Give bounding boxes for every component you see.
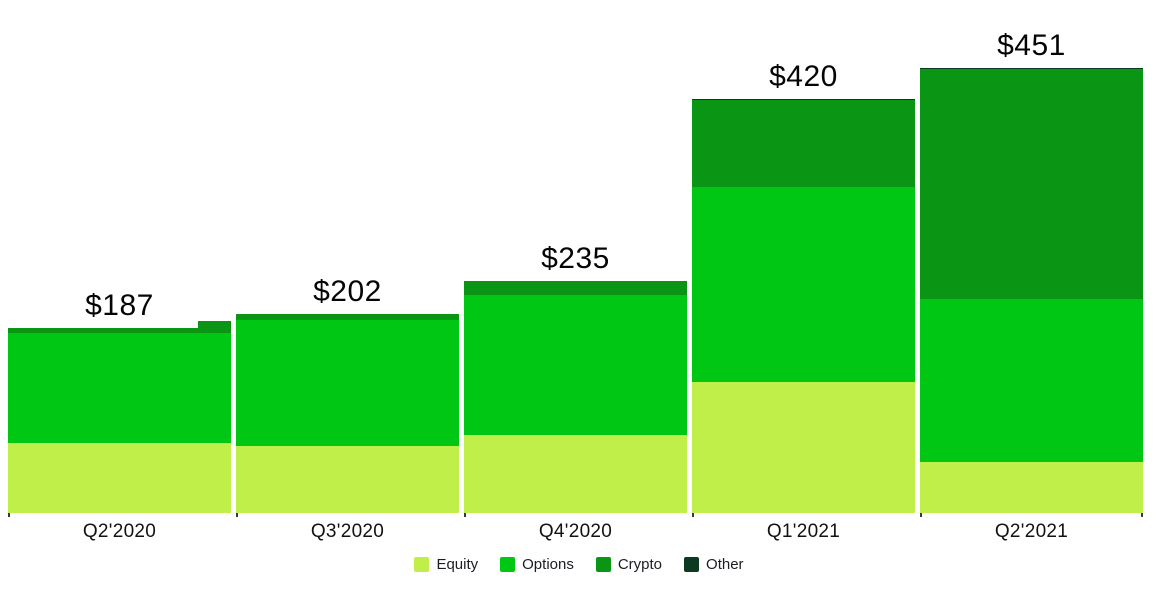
bar-segment-options <box>8 333 231 443</box>
bar-segment-equity <box>920 462 1143 513</box>
axis-tick <box>920 513 922 517</box>
bar <box>8 321 231 517</box>
bar <box>692 99 915 517</box>
bar-segment-crypto <box>692 100 915 187</box>
bar-segment-equity <box>236 446 459 513</box>
legend-item-label: Crypto <box>617 556 663 573</box>
bar <box>920 68 1143 517</box>
axis-tick <box>8 513 10 517</box>
bar-segment-crypto <box>464 281 687 295</box>
bar-segment-crypto <box>236 314 459 320</box>
legend-swatch-icon <box>414 557 430 572</box>
axis-tick <box>692 513 694 517</box>
bar-segment-equity <box>464 435 687 513</box>
legend-item-label: Equity <box>436 556 479 573</box>
bar-segment-other <box>692 99 915 100</box>
bar-segment-equity <box>692 382 915 513</box>
legend-item-equity: Equity <box>414 556 478 573</box>
bar <box>464 281 687 517</box>
bar-segment-other <box>920 68 1143 69</box>
legend-swatch-icon <box>500 557 516 572</box>
bar-column: $202 <box>236 275 459 517</box>
axis-tick <box>236 513 238 517</box>
bar-column: $235 <box>464 242 687 517</box>
bar-value-label: $451 <box>997 29 1066 62</box>
legend-item-options: Options <box>500 556 574 573</box>
bar-segment-crypto <box>8 328 231 333</box>
bar-value-label: $235 <box>541 242 610 275</box>
bar-segment-options <box>920 299 1143 462</box>
legend-swatch-icon <box>595 557 611 572</box>
bar-column: $187 <box>8 289 231 517</box>
x-axis-label: Q2'2021 <box>994 521 1069 542</box>
bar-value-label: $187 <box>85 289 154 322</box>
bar-value-label: $202 <box>313 275 382 308</box>
bar-column: $451 <box>920 29 1143 517</box>
x-axis-labels: Q2'2020 Q3'2020 Q4'2020 Q1'2021 Q2'2021 <box>8 521 1143 543</box>
bar-value-label: $420 <box>769 60 838 93</box>
bar-segment-options <box>692 187 915 382</box>
x-axis-label: Q1'2021 <box>766 521 841 542</box>
bar-segment-options <box>236 320 459 446</box>
legend: Equity Options Crypto Other <box>0 556 1158 573</box>
axis-tick <box>1141 513 1143 517</box>
bar-top-step-artifact <box>198 321 231 329</box>
bar-segment-options <box>464 295 687 435</box>
bar-segment-equity <box>8 443 231 513</box>
legend-item-other: Other <box>684 556 744 573</box>
bar-column: $420 <box>692 60 915 517</box>
legend-item-label: Options <box>522 556 574 573</box>
bar <box>236 314 459 517</box>
plot-area: $187 $202 $235 $420 $451 <box>8 0 1143 517</box>
legend-swatch-icon <box>684 557 700 572</box>
x-axis-label: Q4'2020 <box>538 521 613 542</box>
legend-item-label: Other <box>706 556 744 573</box>
axis-tick <box>464 513 466 517</box>
x-axis-label: Q3'2020 <box>310 521 385 542</box>
x-axis-label: Q2'2020 <box>82 521 157 542</box>
bar-segment-crypto <box>920 69 1143 299</box>
legend-item-crypto: Crypto <box>595 556 663 573</box>
